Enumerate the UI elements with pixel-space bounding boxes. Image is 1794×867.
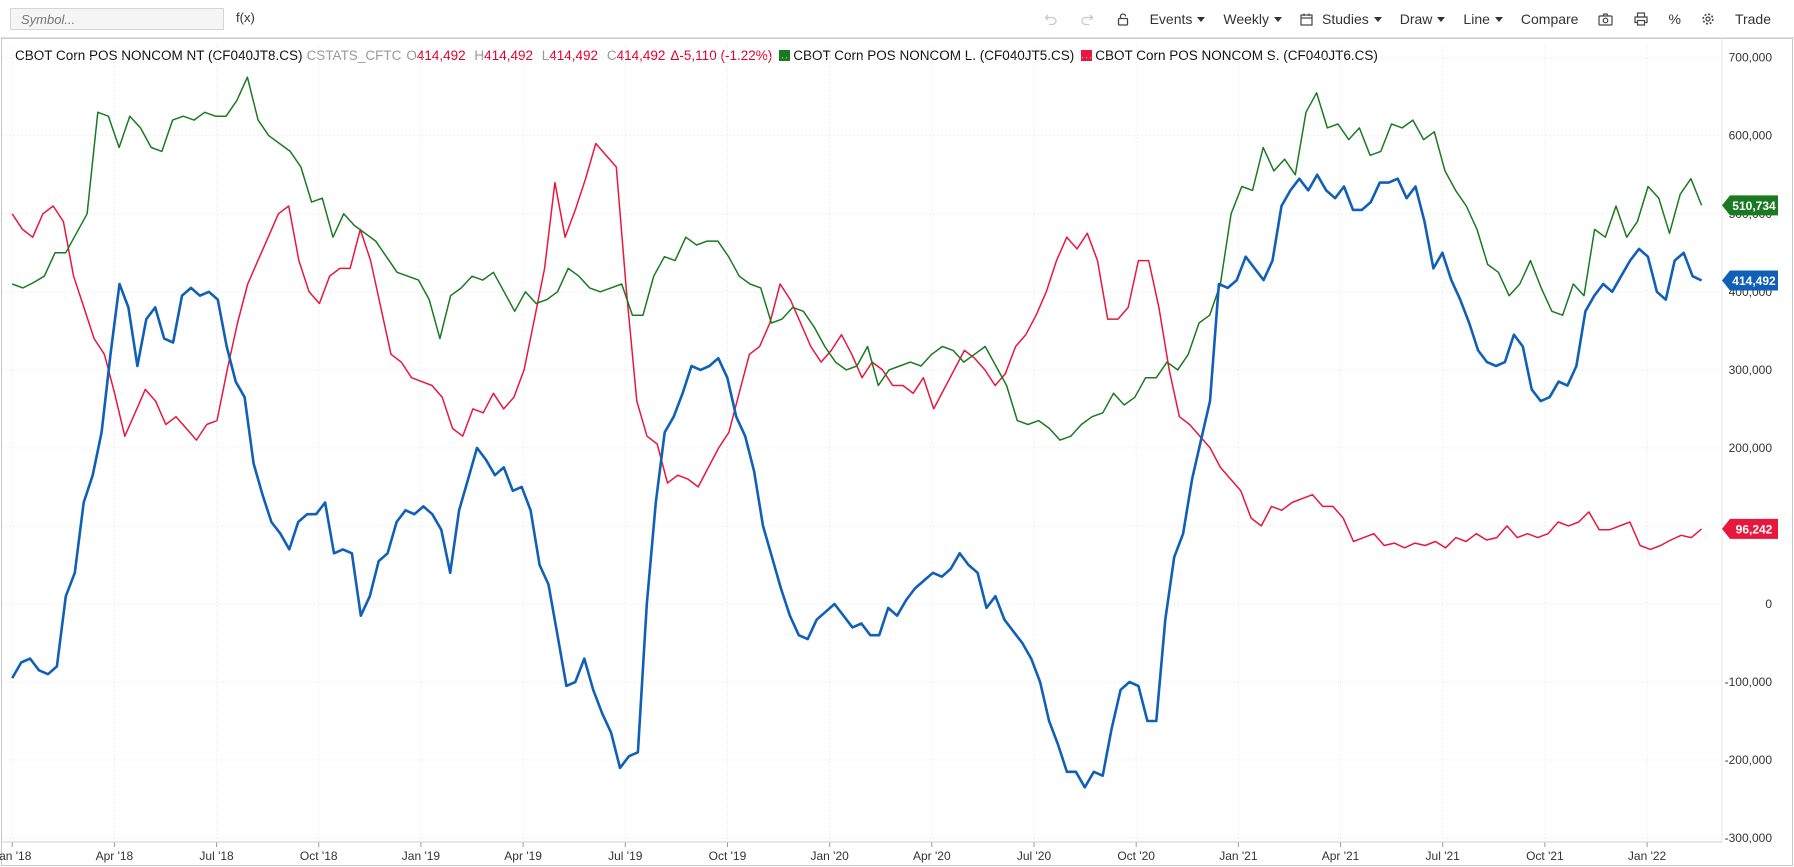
- draw-label: Draw: [1399, 11, 1433, 27]
- legend-exchange: CSTATS_CFTC: [306, 48, 402, 63]
- y-tick-label: 600,000: [1729, 129, 1773, 143]
- gear-icon[interactable]: [1690, 10, 1726, 28]
- y-tick-label: -200,000: [1725, 753, 1773, 767]
- x-tick-label: Jul '19: [608, 849, 643, 863]
- legend-low-value: 414,492: [549, 48, 599, 63]
- x-tick-label: Jan '18: [0, 849, 32, 863]
- last-value-tag-long: [1722, 195, 1778, 216]
- y-tick-label: 0: [1765, 597, 1772, 611]
- line-type-menu[interactable]: Line: [1454, 11, 1511, 27]
- legend-low-key: L: [541, 48, 550, 63]
- x-tick-label: Oct '21: [1526, 849, 1564, 863]
- x-tick-label: Jan '20: [810, 849, 849, 863]
- x-tick-label: Apr '18: [96, 849, 134, 863]
- last-value-text-long: 510,734: [1732, 199, 1776, 213]
- legend-close-key: C: [606, 48, 617, 63]
- last-value-text-short: 96,242: [1736, 522, 1773, 536]
- series-line-long: [11, 76, 1703, 441]
- symbol-search-input[interactable]: [10, 8, 224, 30]
- last-value-tag-short: [1722, 518, 1778, 539]
- series-line-net: [11, 173, 1703, 789]
- last-value-short: 96,242: [1722, 518, 1778, 539]
- legend-long-swatch: [779, 50, 791, 61]
- series-line-short: [11, 142, 1703, 551]
- events-label: Events: [1149, 11, 1193, 27]
- x-tick-label: Apr '19: [504, 849, 542, 863]
- legend-close-value: 414,492: [616, 48, 666, 63]
- trade-button[interactable]: Trade: [1734, 11, 1771, 27]
- draw-menu[interactable]: Draw: [1391, 11, 1455, 27]
- camera-icon[interactable]: [1587, 10, 1623, 28]
- legend-short-series-name[interactable]: CBOT Corn POS NONCOM S. (CF040JT6.CS): [1095, 48, 1378, 63]
- last-value-labels: 510,734 414,492 96,242: [1722, 195, 1778, 539]
- legend-ohlc: O414,492 H414,492 L414,492 C414,492: [406, 48, 670, 63]
- y-tick-label: 300,000: [1729, 363, 1773, 377]
- legend-short-swatch: [1081, 50, 1093, 61]
- function-button[interactable]: f(x): [236, 10, 255, 25]
- legend-long-series-name[interactable]: CBOT Corn POS NONCOM L. (CF040JT5.CS): [793, 48, 1075, 63]
- percent-scale-button[interactable]: %: [1668, 11, 1681, 27]
- studies-menu[interactable]: Studies: [1291, 11, 1391, 27]
- x-axis[interactable]: Jan '18 Apr '18 Jul '18 Oct '18 Jan '19 Apr '…: [0, 841, 1722, 863]
- legend-open-key: O: [406, 48, 417, 63]
- last-value-long: 510,734: [1722, 195, 1778, 216]
- x-tick-label: Oct '19: [709, 849, 747, 863]
- legend-open-value: 414,492: [416, 48, 466, 63]
- legend-high-key: H: [474, 48, 485, 63]
- chart-grid: [2, 46, 1722, 842]
- chevron-down-icon: [1274, 16, 1283, 22]
- x-tick-label: Jan '22: [1628, 849, 1667, 863]
- y-axis[interactable]: -300,000-200,000-100,0000100,000200,0003…: [1721, 38, 1773, 845]
- x-tick-label: Apr '20: [913, 849, 951, 863]
- interval-label: Weekly: [1223, 11, 1270, 27]
- y-tick-label: -100,000: [1725, 675, 1773, 689]
- chevron-down-icon: [1437, 16, 1446, 22]
- x-tick-label: Jan '21: [1219, 849, 1258, 863]
- last-value-text-net: 414,492: [1732, 274, 1776, 288]
- studies-label: Studies: [1322, 11, 1369, 27]
- chart-legend: CBOT Corn POS NONCOM NT (CF040JT8.CS) CS…: [15, 48, 1378, 63]
- y-tick-label: -300,000: [1725, 831, 1773, 845]
- chart-series-layer: [11, 76, 1703, 789]
- chart-toolbar: f(x) Events Weekly Studies Draw Line Com…: [0, 0, 1794, 38]
- legend-change: Δ-5,110 (-1.22%): [670, 48, 773, 63]
- print-icon[interactable]: [1623, 10, 1659, 28]
- x-tick-label: Jan '19: [402, 849, 441, 863]
- x-tick-label: Jul '18: [199, 849, 234, 863]
- toolbar-right-group: Events Weekly Studies Draw Line Compare …: [1033, 0, 1780, 38]
- redo-icon[interactable]: [1069, 10, 1105, 28]
- last-value-net: 414,492: [1722, 270, 1778, 291]
- x-tick-label: Oct '20: [1117, 849, 1155, 863]
- lock-icon[interactable]: [1105, 10, 1141, 28]
- calendar-icon: [1300, 13, 1313, 26]
- y-tick-label: 200,000: [1729, 441, 1773, 455]
- x-tick-label: Apr '21: [1322, 849, 1360, 863]
- last-value-tag-net: [1722, 270, 1778, 291]
- x-tick-label: Oct '18: [300, 849, 338, 863]
- y-tick-label: 700,000: [1729, 51, 1773, 65]
- legend-main-series-name: CBOT Corn POS NONCOM NT (CF040JT8.CS): [15, 48, 303, 63]
- chevron-down-icon: [1197, 16, 1206, 22]
- chevron-down-icon: [1373, 16, 1382, 22]
- undo-icon[interactable]: [1033, 10, 1069, 28]
- compare-button[interactable]: Compare: [1520, 11, 1579, 27]
- legend-high-value: 414,492: [484, 48, 533, 63]
- events-menu[interactable]: Events: [1141, 11, 1215, 27]
- x-tick-label: Jul '21: [1426, 849, 1461, 863]
- interval-menu[interactable]: Weekly: [1214, 11, 1291, 27]
- chevron-down-icon: [1494, 16, 1503, 22]
- x-tick-label: Jul '20: [1017, 849, 1052, 863]
- chart-canvas[interactable]: -300,000-200,000-100,0000100,000200,0003…: [0, 38, 1794, 866]
- line-type-label: Line: [1463, 11, 1490, 27]
